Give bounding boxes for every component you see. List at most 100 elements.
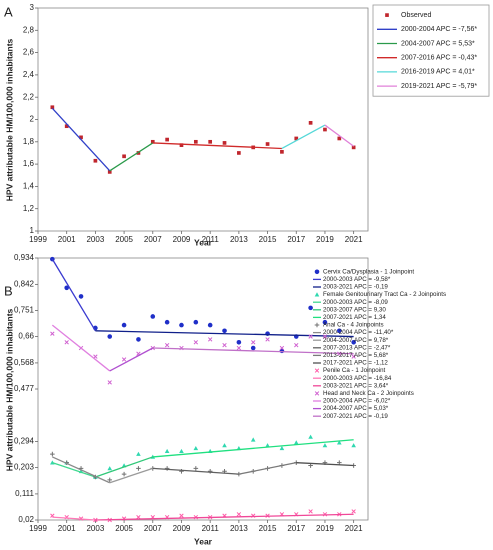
point (150, 314, 156, 319)
x-axis-label: Year (194, 237, 213, 247)
y-tick-label: 2,8 (23, 25, 35, 34)
point (78, 294, 84, 299)
point (64, 285, 69, 291)
legend-label: 2007-2021 APC = -0,19 (323, 413, 388, 420)
fit-line (324, 124, 355, 147)
y-tick-label: 2,6 (23, 48, 35, 57)
legend-label: 2007-2013 APC = -2,47* (323, 344, 391, 351)
point (179, 448, 184, 454)
x-tick-label: 2003 (86, 524, 104, 533)
x-tick-label: 2001 (58, 235, 76, 244)
plot-area (37, 257, 369, 521)
legend-marker (314, 269, 320, 275)
y-tick-label: 1,6 (23, 159, 35, 168)
x-tick-label: 2013 (230, 235, 248, 244)
fit-line (109, 467, 153, 484)
legend-label: 2003-2007 APC = 9,30 (323, 306, 386, 313)
legend-marker (314, 292, 320, 297)
point (250, 345, 256, 351)
point (107, 477, 113, 483)
panel-label: B (4, 283, 13, 298)
x-tick-label: 2015 (259, 235, 277, 244)
point (136, 451, 141, 456)
point (265, 443, 270, 448)
y-tick-label: 3 (30, 3, 35, 12)
point (207, 337, 213, 342)
legend-label: 2003-2021 APC = -0,19 (323, 284, 388, 291)
y-tick-label: 0,66 (18, 332, 34, 341)
x-tick-label: 2009 (173, 235, 191, 244)
y-tick-label: 2,2 (23, 92, 35, 101)
x-tick-label: 2015 (259, 524, 277, 533)
point (179, 143, 184, 147)
x-tick-label: 2011 (202, 524, 220, 533)
x-tick-label: 1999 (29, 524, 47, 533)
legend-label: 2016-2019 APC = 4,01* (401, 69, 475, 76)
point (251, 340, 256, 345)
legend-label: 2000-2003 APC = -8,09 (323, 299, 388, 306)
point (50, 105, 55, 110)
y-tick-label: 0,568 (14, 358, 35, 367)
point (179, 513, 184, 518)
point (294, 136, 299, 141)
x-tick-label: 2019 (316, 524, 334, 533)
x-tick-label: 2021 (345, 235, 363, 244)
point (351, 354, 356, 359)
legend-label: 2000-2003 APC = -16,84 (323, 375, 392, 382)
x-tick-label: 2019 (316, 235, 334, 244)
legend-label: Observed (401, 12, 431, 19)
legend-label: Anal Ca - 4 Joinpoints (323, 322, 384, 329)
point (136, 466, 141, 471)
legend-label: 2000-2004 APC = -6,02* (323, 398, 391, 405)
x-tick-label: 2009 (173, 524, 191, 533)
point (50, 451, 55, 457)
y-tick-label: 1,8 (23, 137, 35, 146)
point (64, 124, 69, 129)
legend-label: Head and Neck Ca - 2 Joinpoints (323, 390, 414, 397)
x-tick-label: 2017 (287, 524, 305, 533)
y-tick-label: 0,203 (14, 463, 35, 472)
fit-line (296, 462, 354, 467)
point (236, 512, 242, 517)
point (293, 440, 299, 445)
point (50, 331, 55, 336)
fit-line (95, 456, 153, 478)
fit-line (281, 124, 326, 150)
legend-label: Female Genitourinary Tract Ca - 2 Joinpo… (323, 291, 446, 298)
y-tick-label: 0,02 (18, 515, 34, 524)
y-tick-label: 0,477 (14, 384, 35, 393)
point (107, 380, 112, 385)
legend-label: 2007-2021 APC = 1,34 (323, 314, 386, 321)
x-tick-label: 1999 (29, 235, 47, 244)
point (280, 149, 284, 154)
point (222, 443, 227, 448)
point (337, 328, 342, 334)
y-tick-label: 0,111 (15, 489, 34, 498)
y-tick-label: 0,934 (14, 253, 35, 262)
point (193, 319, 199, 325)
fit-line (152, 467, 239, 475)
point (265, 337, 270, 342)
point (136, 337, 141, 342)
legend-marker (314, 368, 320, 373)
point (150, 139, 155, 144)
point (351, 339, 356, 345)
y-tick-label: 2 (30, 115, 35, 124)
x-tick-label: 2013 (230, 524, 248, 533)
legend-label: Penile Ca - 1 Joinpoint (323, 367, 386, 374)
point (250, 437, 256, 442)
point (337, 440, 342, 445)
point (322, 443, 328, 448)
panel-label: A (4, 4, 13, 19)
fit-line (238, 462, 297, 475)
x-tick-label: 2007 (144, 524, 162, 533)
point (308, 305, 313, 311)
fit-line (95, 330, 354, 338)
fit-line (51, 258, 96, 332)
point (323, 127, 327, 132)
legend-label: Cervix Ca/Dysplasia - 1 Joinpoint (323, 268, 414, 275)
point (79, 135, 83, 140)
point (237, 151, 241, 155)
point (193, 340, 199, 345)
